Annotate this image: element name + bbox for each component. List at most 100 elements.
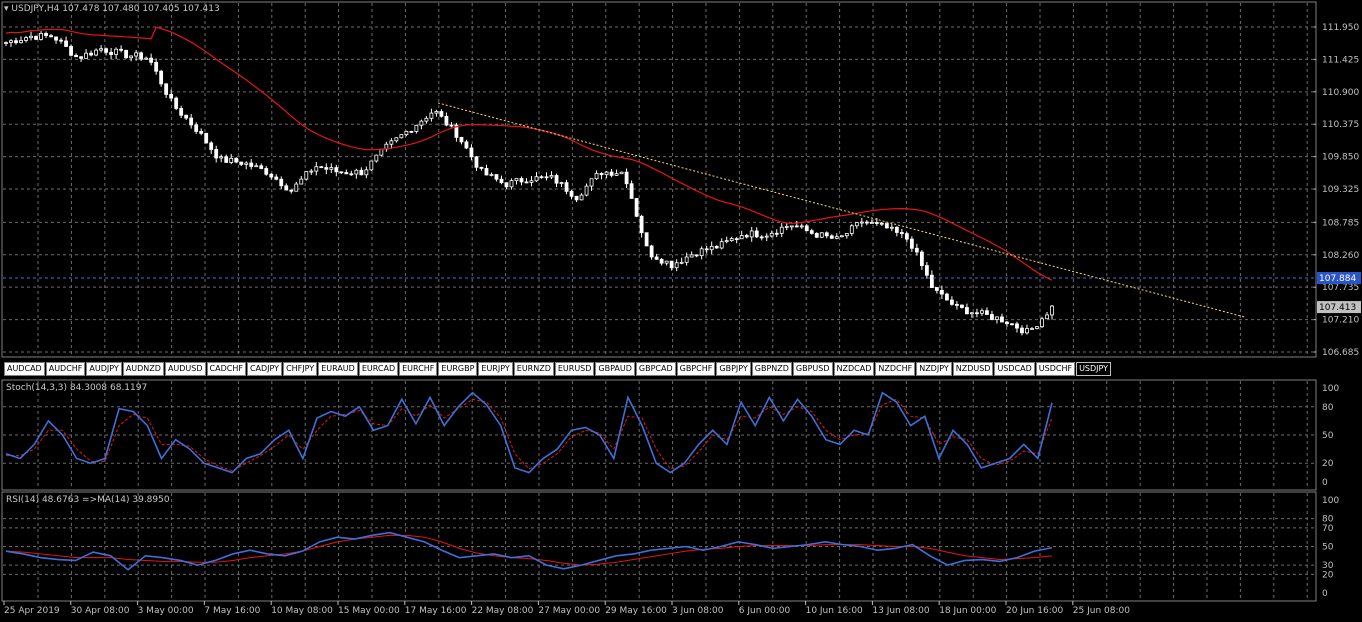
stoch-level-label: 0 <box>1322 478 1328 488</box>
candle-body <box>794 225 799 228</box>
rsi-level-label: 70 <box>1322 524 1334 534</box>
stoch-signal-line <box>6 398 1053 472</box>
time-axis-label: 13 Jun 08:00 <box>872 606 929 616</box>
candle-body <box>134 52 139 57</box>
symbol-tab-audjpy[interactable]: AUDJPY <box>86 362 122 376</box>
hline-price-label: 107.884 <box>1319 274 1356 284</box>
candle-body <box>559 182 564 185</box>
candle-body <box>934 287 939 291</box>
candle-body <box>369 160 374 171</box>
candle-body <box>839 235 844 238</box>
candle-body <box>849 225 854 234</box>
symbol-tab-eurjpy[interactable]: EURJPY <box>478 362 513 376</box>
candle-body <box>554 175 559 184</box>
candle-body <box>309 170 314 173</box>
symbol-tab-cadjpy[interactable]: CADJPY <box>246 362 283 376</box>
symbol-tab-audusd[interactable]: AUDUSD <box>164 362 206 376</box>
symbol-tab-gbpusd[interactable]: GBPUSD <box>792 362 833 376</box>
symbol-tab-eurchf[interactable]: EURCHF <box>399 362 438 376</box>
candle-body <box>1030 328 1034 330</box>
candle-body <box>899 232 904 235</box>
candle-body <box>719 241 724 249</box>
candles <box>4 31 1054 336</box>
symbol-tab-eurusd[interactable]: EURUSD <box>554 362 595 376</box>
candle-body <box>714 245 719 249</box>
time-axis-label: 15 May 00:00 <box>338 606 400 616</box>
candle-body <box>569 191 574 197</box>
symbol-tab-eurnzd[interactable]: EURNZD <box>513 362 554 376</box>
candle-body <box>874 222 879 224</box>
symbol-tab-euraud[interactable]: EURAUD <box>318 362 358 376</box>
time-axis-label: 3 Jun 08:00 <box>672 606 724 616</box>
price-axis-label: 108.260 <box>1322 251 1359 261</box>
candle-body <box>74 54 78 58</box>
candle-body <box>169 94 174 99</box>
candle-body <box>694 254 699 257</box>
candle-body <box>14 40 18 44</box>
symbol-tab-gbpjpy[interactable]: GBPJPY <box>716 362 751 376</box>
candle-body <box>904 233 909 240</box>
candle-body <box>329 167 334 170</box>
hline-price-box <box>1317 271 1361 284</box>
candle-body <box>754 230 759 238</box>
symbol-tab-usdcad[interactable]: USDCAD <box>994 362 1035 376</box>
main-chart-header: ▾ USDJPY,H4 107.478 107.480 107.405 107.… <box>4 4 220 14</box>
candle-body <box>349 173 354 176</box>
candle-body <box>1035 326 1039 329</box>
symbol-tab-gbpcad[interactable]: GBPCAD <box>635 362 676 376</box>
candle-body <box>84 52 88 59</box>
rsi-level-label: 30 <box>1322 561 1334 571</box>
candle-body <box>919 251 924 266</box>
current-price-box <box>1317 301 1361 314</box>
time-axis-label: 18 Jun 00:00 <box>939 606 996 616</box>
candle-body <box>864 221 869 224</box>
candle-body <box>799 225 804 228</box>
price-axis-label: 111.950 <box>1322 23 1359 33</box>
moving-average-line <box>5 26 1053 281</box>
symbol-tab-nzdusd[interactable]: NZDUSD <box>952 362 994 376</box>
dropdown-icon[interactable]: ▾ <box>4 4 12 14</box>
symbol-tab-audcad[interactable]: AUDCAD <box>4 362 45 376</box>
symbol-tab-nzdjpy[interactable]: NZDJPY <box>916 362 952 376</box>
symbol-tab-eurgbp[interactable]: EURGBP <box>438 362 478 376</box>
symbol-tab-gbpaud[interactable]: GBPAUD <box>595 362 635 376</box>
candle-body <box>59 39 63 42</box>
candle-body <box>344 172 349 175</box>
candle-body <box>484 168 489 176</box>
symbol-tab-chfjpy[interactable]: CHFJPY <box>283 362 318 376</box>
candle-body <box>879 222 884 225</box>
rsi-level-label: 100 <box>1322 496 1339 506</box>
candle-body <box>599 173 604 176</box>
candle-body <box>419 120 424 126</box>
candle-body <box>324 167 329 170</box>
symbol-tab-nzdcad[interactable]: NZDCAD <box>833 362 875 376</box>
symbol-tab-nzdchf[interactable]: NZDCHF <box>875 362 916 376</box>
symbol-tab-audnzd[interactable]: AUDNZD <box>122 362 164 376</box>
symbol-tab-cadchf[interactable]: CADCHF <box>206 362 246 376</box>
symbol-tab-usdjpy[interactable]: USDJPY <box>1076 362 1112 376</box>
symbol-tab-gbpnzd[interactable]: GBPNZD <box>751 362 792 376</box>
candle-body <box>69 46 73 56</box>
candle-body <box>139 52 144 60</box>
symbol-tab-usdchf[interactable]: USDCHF <box>1035 362 1076 376</box>
candle-body <box>129 55 134 59</box>
candle-body <box>709 245 714 251</box>
symbol-tab-eurcad[interactable]: EURCAD <box>358 362 399 376</box>
candle-body <box>544 176 549 179</box>
candle-body <box>774 232 779 235</box>
symbol-tab-audchf[interactable]: AUDCHF <box>45 362 86 376</box>
candle-body <box>744 235 749 238</box>
time-axis-label: 25 Apr 2019 <box>4 606 60 616</box>
candle-body <box>609 171 614 176</box>
candle-body <box>819 232 824 238</box>
candle-body <box>214 149 219 159</box>
candle-body <box>494 174 499 180</box>
candle-body <box>224 156 229 163</box>
rsi-level-label: 80 <box>1322 515 1334 525</box>
candle-body <box>594 173 599 180</box>
candle-body <box>724 240 729 243</box>
candle-body <box>434 111 439 114</box>
symbol-tab-gbpchf[interactable]: GBPCHF <box>676 362 716 376</box>
candle-body <box>529 180 534 183</box>
